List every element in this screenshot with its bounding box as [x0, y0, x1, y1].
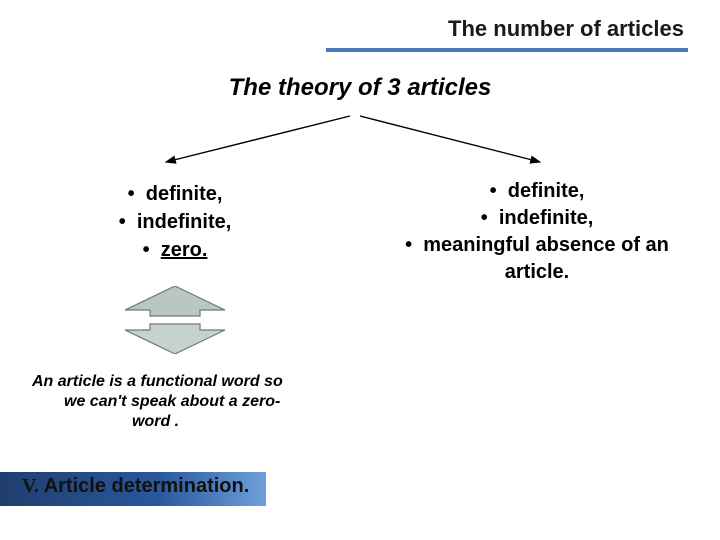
list-item: • zero.: [45, 236, 305, 264]
right-bullet-list: • definite, • indefinite, • meaningful a…: [382, 178, 692, 286]
list-item-label: zero.: [161, 239, 208, 261]
left-bullet-list: • definite, • indefinite, • zero.: [45, 180, 305, 264]
bullet: •: [481, 207, 488, 229]
list-item-label: indefinite,: [499, 207, 593, 229]
list-item-label: indefinite,: [137, 211, 231, 233]
note-line: word .: [32, 412, 352, 432]
bullet: •: [490, 180, 497, 202]
theory-title: The theory of 3 articles: [0, 74, 720, 102]
bullet: •: [143, 239, 150, 261]
bullet: •: [119, 211, 126, 233]
list-item: • meaningful absence of an article.: [382, 232, 692, 286]
split-arrows: [0, 110, 720, 170]
title-underline: [326, 48, 688, 52]
footnote: An article is a functional word so we ca…: [32, 372, 352, 432]
section-roman: V.: [22, 475, 39, 497]
list-item: • definite,: [382, 178, 692, 205]
bullet: •: [405, 234, 412, 256]
page-title: The number of articles: [448, 16, 684, 42]
note-line: we can't speak about a zero-: [32, 392, 352, 412]
bullet: •: [128, 183, 135, 205]
list-item: • definite,: [45, 180, 305, 208]
section-title: Article determination.: [39, 475, 249, 497]
slide: The number of articles The theory of 3 a…: [0, 0, 720, 540]
list-item-label: meaningful absence of an article.: [423, 234, 669, 283]
list-item: • indefinite,: [45, 208, 305, 236]
list-item-label: definite,: [146, 183, 223, 205]
list-item: • indefinite,: [382, 205, 692, 232]
double-block-arrow: [120, 286, 230, 354]
list-item-label: definite,: [508, 180, 585, 202]
section-label: V. Article determination.: [22, 475, 249, 498]
note-line: An article is a functional word so: [32, 373, 283, 390]
